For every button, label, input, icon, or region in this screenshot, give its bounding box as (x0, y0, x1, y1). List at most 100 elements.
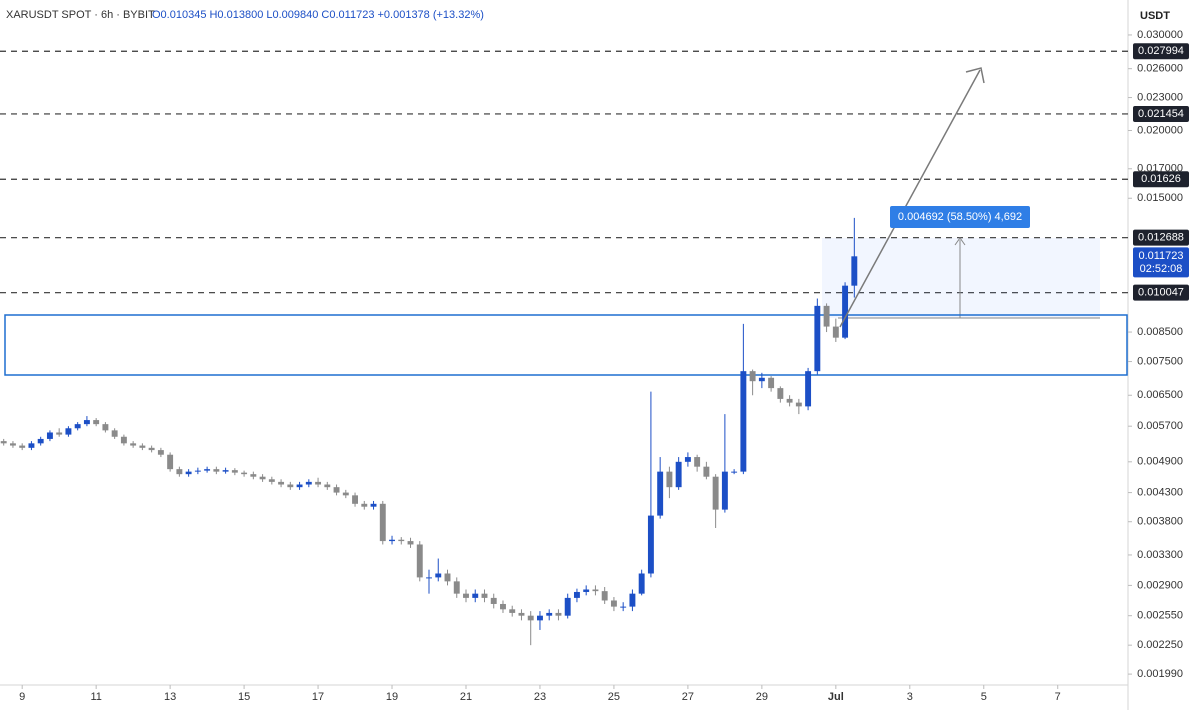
candle-body (185, 471, 192, 475)
y-tick-label: 0.015000 (1137, 192, 1183, 204)
candle-body (500, 603, 506, 610)
candle-body (573, 591, 580, 598)
level-label: 0.027994 (1138, 45, 1184, 57)
level-label-box (1133, 229, 1189, 246)
candle-body (333, 487, 340, 493)
candle-body (130, 443, 137, 446)
candle-body (786, 398, 793, 403)
candle-body (675, 461, 682, 488)
x-tick-label: 17 (312, 691, 324, 703)
candle-body (490, 597, 497, 604)
candle-body (231, 470, 238, 473)
y-tick-label: 0.008500 (1137, 326, 1183, 338)
candle-body (352, 495, 359, 504)
candle-body (65, 428, 72, 435)
y-tick-label: 0.006500 (1137, 389, 1183, 401)
candle-body (555, 612, 562, 616)
candle-body (46, 432, 53, 439)
candle-body (851, 256, 858, 286)
y-tick-label: 0.017000 (1137, 163, 1183, 175)
price-unit: USDT (1140, 10, 1170, 22)
y-tick-label: 0.003300 (1137, 549, 1183, 561)
candle-body (620, 606, 627, 608)
candle-body (28, 443, 35, 448)
candle-body (684, 457, 691, 462)
x-tick-label: 5 (981, 691, 987, 703)
candle-body (37, 438, 44, 444)
candle-body (426, 577, 432, 579)
candle-body (222, 470, 229, 472)
candle-body (287, 484, 294, 488)
y-tick-label: 0.020000 (1137, 124, 1183, 136)
level-label-box (1133, 171, 1189, 188)
candle-body (0, 441, 7, 444)
y-tick-label: 0.004900 (1137, 456, 1183, 468)
candle-body (647, 515, 654, 574)
level-label-box (1133, 284, 1189, 301)
trend-arrow (839, 69, 981, 328)
level-label: 0.012688 (1138, 232, 1184, 244)
candle-body (102, 424, 109, 431)
level-label-box (1133, 43, 1189, 60)
symbol: XARUSDT SPOT · 6h · BYBIT (6, 9, 155, 21)
y-tick-label: 0.004300 (1137, 486, 1183, 498)
candle-body (564, 597, 571, 616)
candle-body (832, 326, 839, 338)
candle-body (749, 371, 756, 382)
y-tick-label: 0.001990 (1137, 668, 1183, 680)
candle-body (546, 612, 553, 616)
candle-body (157, 450, 164, 455)
x-tick-label: 21 (460, 691, 472, 703)
candle-body (370, 503, 377, 507)
candle-body (268, 479, 275, 482)
candle-body (324, 484, 331, 488)
y-tick-label: 0.002550 (1137, 610, 1183, 622)
x-tick-label: 27 (682, 691, 694, 703)
countdown: 02:52:08 (1140, 263, 1183, 275)
y-tick-label: 0.030000 (1137, 29, 1183, 41)
level-label: 0.01626 (1141, 173, 1181, 185)
measure-area (822, 238, 1100, 318)
candle-body (509, 609, 516, 613)
candle-body (527, 615, 534, 621)
candle-body (278, 481, 285, 485)
candle-body (740, 371, 747, 472)
current-price-label: 0.011723 (1138, 250, 1183, 262)
trend-arrow-head (965, 67, 985, 84)
level-label-box (1133, 105, 1189, 122)
candle-body (444, 573, 451, 582)
measure-label: 0.004692 (58.50%) 4,692 (898, 211, 1022, 223)
candle-body (823, 305, 830, 327)
candle-body (342, 492, 349, 496)
candle-body (361, 503, 368, 507)
x-tick-label: 13 (164, 691, 176, 703)
candle-body (721, 471, 728, 510)
x-tick-label: 15 (238, 691, 250, 703)
level-label: 0.021454 (1138, 108, 1184, 120)
y-tick-label: 0.005700 (1137, 420, 1183, 432)
y-tick-label: 0.007500 (1137, 355, 1183, 367)
candle-body (74, 424, 81, 429)
candle-body (111, 430, 118, 437)
y-tick-label: 0.023000 (1137, 91, 1183, 103)
candle-body (657, 471, 664, 516)
candle-body (296, 484, 303, 488)
candle-body (9, 443, 16, 446)
candle-body (176, 469, 183, 475)
candle-body (463, 593, 469, 598)
candle-body (167, 454, 174, 470)
level-label: 0.010047 (1138, 287, 1184, 299)
candle-body (416, 544, 423, 578)
x-tick-label: 23 (534, 691, 546, 703)
candle-body (518, 612, 525, 616)
candle-body (694, 457, 701, 467)
support-zone (4, 314, 1128, 376)
candle-body (768, 377, 775, 389)
candle-body (148, 447, 155, 451)
candle-body (666, 471, 673, 488)
measure-arrow-head (954, 237, 966, 246)
candle-body (379, 503, 386, 542)
candle-body (610, 600, 617, 607)
